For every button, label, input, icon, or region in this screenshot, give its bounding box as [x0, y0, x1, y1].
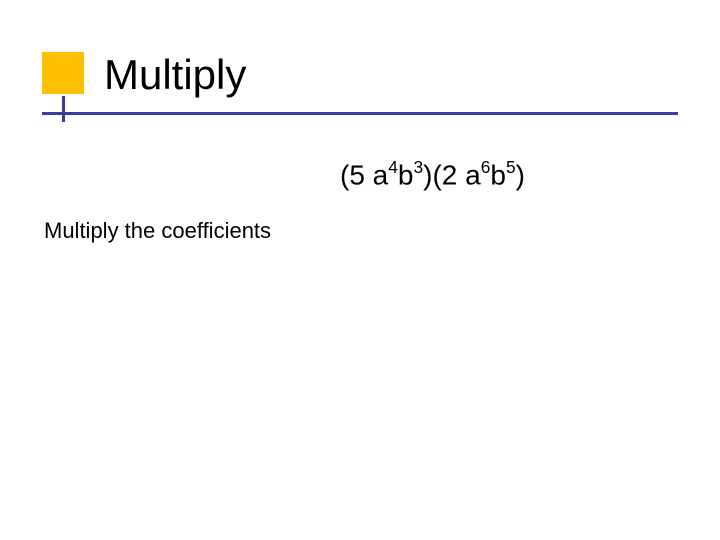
expr-part: )(2 a	[423, 159, 481, 190]
math-expression: (5 a4b3)(2 a6b5)	[340, 158, 525, 191]
expr-part: b	[490, 159, 506, 190]
expr-part: (5 a	[340, 159, 388, 190]
title-header: Multiply	[0, 52, 720, 136]
expr-exponent: 4	[388, 157, 398, 177]
expr-part: )	[516, 159, 525, 190]
title-underline	[42, 112, 678, 115]
expr-exponent: 6	[481, 157, 491, 177]
slide-title: Multiply	[104, 52, 246, 98]
accent-square-icon	[42, 52, 84, 94]
instruction-text: Multiply the coefficients	[44, 218, 271, 244]
expr-exponent: 5	[506, 157, 516, 177]
title-tick-icon	[62, 96, 65, 122]
expr-exponent: 3	[413, 157, 423, 177]
expr-part: b	[398, 159, 414, 190]
